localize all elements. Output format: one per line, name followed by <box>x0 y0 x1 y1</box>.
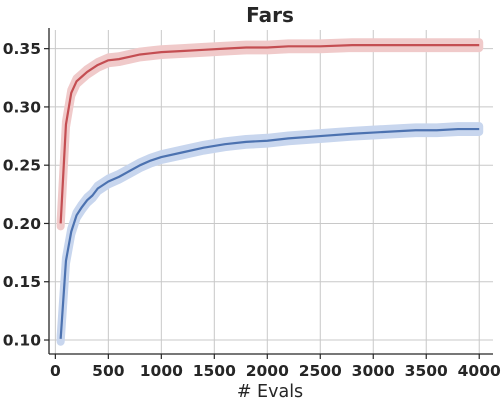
x-tick-label: 3000 <box>352 362 395 380</box>
x-tick-label: 1000 <box>140 362 183 380</box>
grid <box>49 30 493 354</box>
x-tick-label: 4000 <box>458 362 501 380</box>
x-tick-label: 2000 <box>246 362 289 380</box>
y-tick-label: 0.20 <box>3 215 41 233</box>
series-1-band <box>56 122 484 346</box>
series-1-line <box>59 127 480 339</box>
x-tick-label: 500 <box>92 362 125 380</box>
y-tick-label: 0.15 <box>3 273 41 291</box>
series-0-band <box>56 38 484 231</box>
x-tick-label: 1500 <box>193 362 236 380</box>
y-tick-label: 0.25 <box>3 157 41 175</box>
series-0-line <box>59 44 480 224</box>
chart-title: Fars <box>246 3 294 27</box>
y-tick-label: 0.10 <box>3 332 41 350</box>
y-tick-label: 0.30 <box>3 98 41 116</box>
y-tick-labels: 0.10 0.15 0.20 0.25 0.30 0.35 <box>3 40 41 349</box>
series-lines <box>59 44 480 339</box>
x-tick-label: 2500 <box>299 362 342 380</box>
x-tick-label: 0 <box>50 362 61 380</box>
x-axis-label: # Evals <box>237 382 303 402</box>
confidence-bands <box>56 38 484 346</box>
y-tick-label: 0.35 <box>3 40 41 58</box>
x-tick-label: 3500 <box>405 362 448 380</box>
x-tick-labels: 0 500 1000 1500 2000 2500 3000 3500 4000 <box>50 362 501 380</box>
axes <box>44 28 493 359</box>
